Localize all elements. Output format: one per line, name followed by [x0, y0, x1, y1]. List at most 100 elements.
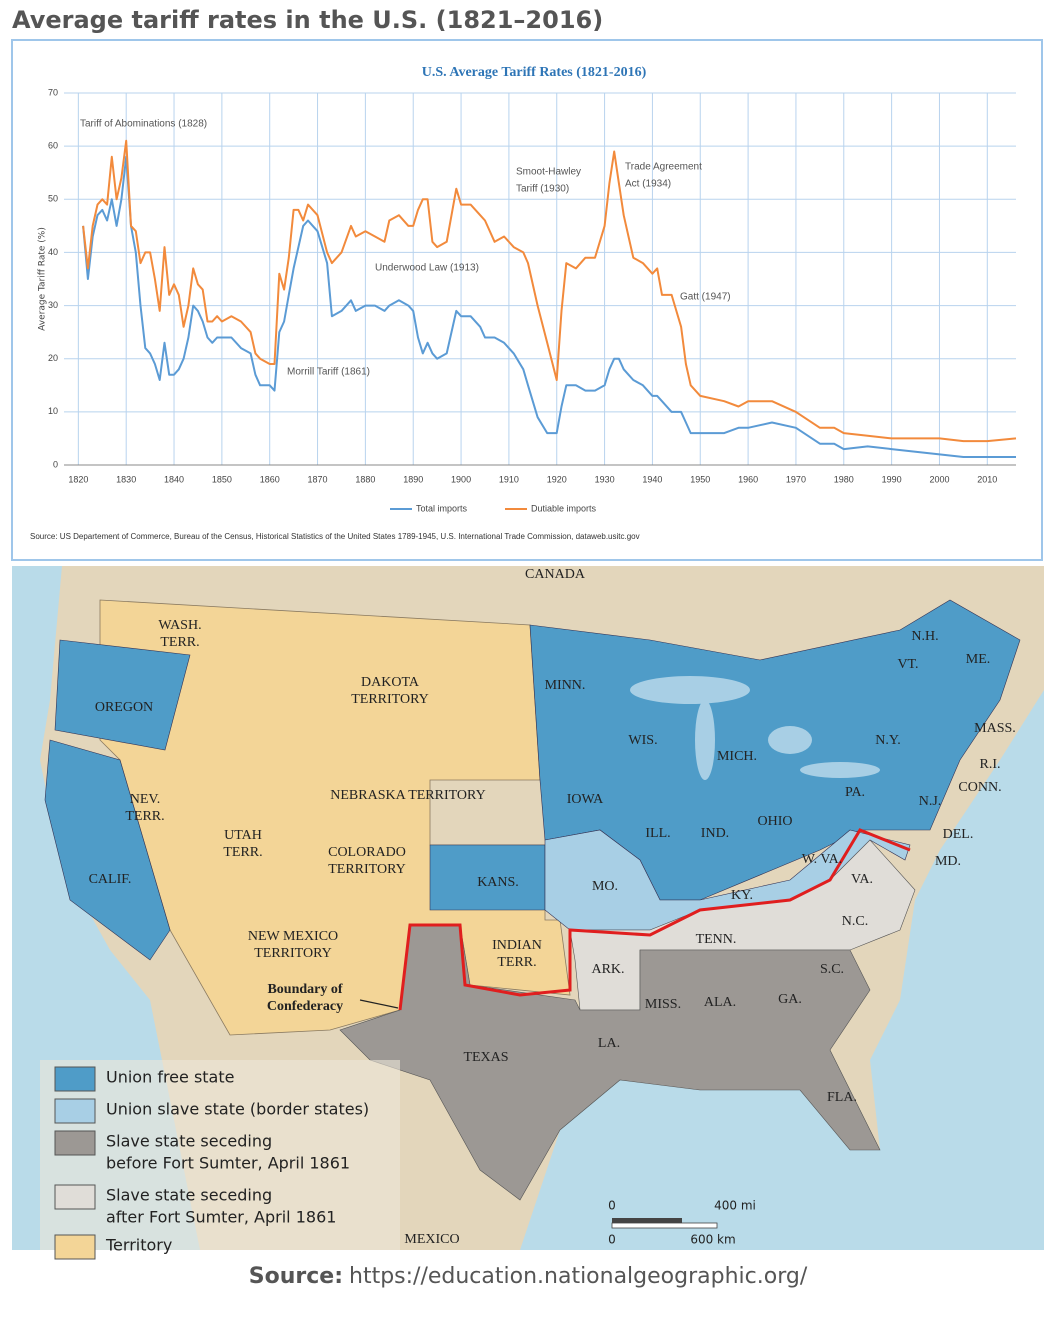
lake [768, 726, 812, 754]
legend-label: Total imports [416, 503, 468, 513]
legend-label: Union slave state (border states) [106, 1100, 369, 1119]
map-label: TERR. [223, 845, 262, 860]
x-tick-label: 1840 [164, 474, 184, 484]
legend-label: Slave state seceding [106, 1186, 272, 1205]
map-label: KY. [731, 888, 753, 903]
map-label: N.Y. [875, 733, 900, 748]
y-axis-label: Average Tariff Rate (%) [38, 227, 48, 331]
legend-swatch [54, 1098, 96, 1124]
state-california [44, 739, 171, 961]
map-label: MO. [592, 879, 618, 894]
legend-swatch [54, 1130, 96, 1156]
footer-label: Source: [249, 1264, 343, 1289]
map-label: OREGON [95, 700, 153, 715]
map-label: ILL. [645, 826, 670, 841]
scale-label: 0 [608, 1199, 616, 1213]
map-label: W. VA. [802, 852, 843, 867]
x-tick-label: 1980 [834, 474, 854, 484]
map-label: N.C. [842, 914, 868, 929]
map-label: MASS. [974, 721, 1016, 736]
x-tick-label: 1860 [260, 474, 280, 484]
lake [695, 700, 715, 780]
map-label: Boundary of [267, 982, 342, 997]
map-label: LA. [598, 1036, 620, 1051]
map-label: N.J. [919, 794, 942, 809]
state-oregon [54, 639, 191, 751]
y-tick-label: 70 [48, 87, 58, 97]
map: CANADA WASH. TERR. DAKOTA TERRITORY OREGON MIN… [12, 566, 1044, 1260]
line-series [82, 155, 1016, 458]
x-tick-label: 1880 [355, 474, 375, 484]
legend-label: Territory [105, 1236, 172, 1255]
map-label: TERR. [497, 955, 536, 970]
map-label: TERR. [160, 635, 199, 650]
annotation: Morrill Tariff (1861) [287, 367, 370, 378]
map-label: DAKOTA [361, 675, 420, 690]
legend-label: Slave state seceding [106, 1132, 272, 1151]
map-label: MD. [935, 854, 961, 869]
scale-bar [611, 1222, 718, 1229]
boundary-pointer [359, 999, 399, 1009]
y-tick-label: 60 [48, 141, 58, 151]
x-tick-label: 1850 [212, 474, 232, 484]
map-label: KANS. [477, 875, 519, 890]
map-label: WASH. [158, 618, 201, 633]
map-label: IOWA [567, 792, 604, 807]
map-label: TENN. [696, 932, 737, 947]
x-tick-label: 1940 [642, 474, 662, 484]
legend-label: after Fort Sumter, April 1861 [106, 1208, 336, 1227]
map-label: CALIF. [89, 872, 132, 887]
map-label: TERR. [125, 809, 164, 824]
x-tick-label: 1930 [595, 474, 615, 484]
map-label: R.I. [980, 757, 1001, 772]
y-tick-label: 20 [48, 353, 58, 363]
map-label: NEW MEXICO [248, 929, 338, 944]
legend-swatch [54, 1234, 96, 1260]
map-label: TERRITORY [351, 692, 429, 707]
map-label: Confederacy [267, 999, 343, 1014]
annotation: Gatt (1947) [680, 292, 731, 303]
y-tick-label: 40 [48, 247, 58, 257]
map-label: COLORADO [328, 845, 406, 860]
map-label: PA. [845, 785, 865, 800]
map-label: VT. [897, 657, 918, 672]
legend-label: before Fort Sumter, April 1861 [106, 1154, 350, 1173]
annotation: Smoot-Hawley [516, 167, 581, 178]
x-tick-label: 1890 [403, 474, 423, 484]
map-label: TERRITORY [254, 946, 332, 961]
map-label: ME. [966, 652, 991, 667]
x-tick-label: 1870 [308, 474, 328, 484]
x-tick-label: 1910 [499, 474, 519, 484]
chart-title: U.S. Average Tariff Rates (1821-2016) [422, 65, 647, 80]
map-label: TEXAS [463, 1050, 508, 1065]
map-label: MICH. [717, 749, 757, 764]
map-label: VA. [851, 872, 873, 887]
map-label: UTAH [224, 828, 262, 843]
y-tick-label: 30 [48, 300, 58, 310]
confederacy-boundary [398, 828, 911, 1011]
footer: Source: https://education.nationalgeograp… [249, 1264, 808, 1289]
annotation: Trade Agreement [625, 162, 702, 173]
map-label: TERRITORY [328, 862, 406, 877]
legend-swatch [54, 1184, 96, 1210]
map-label: ALA. [704, 995, 736, 1010]
map-label: CANADA [525, 567, 586, 582]
map-label: MEXICO [404, 1232, 459, 1247]
ocean [520, 690, 1044, 1250]
x-tick-label: 2010 [977, 474, 997, 484]
x-tick-label: 1900 [451, 474, 471, 484]
y-tick-label: 50 [48, 194, 58, 204]
x-tick-label: 1970 [786, 474, 806, 484]
y-tick-label: 10 [48, 406, 58, 416]
scale-label: 0 [608, 1233, 616, 1247]
x-tick-label: 2000 [929, 474, 949, 484]
map-label: N.H. [911, 629, 938, 644]
map-label: MINN. [545, 678, 586, 693]
x-tick-label: 1820 [68, 474, 88, 484]
scale-bar [612, 1218, 682, 1223]
line-series [82, 139, 1017, 443]
page-title: Average tariff rates in the U.S. (1821–2… [12, 6, 603, 34]
x-tick-label: 1830 [116, 474, 136, 484]
map-label: GA. [778, 992, 802, 1007]
